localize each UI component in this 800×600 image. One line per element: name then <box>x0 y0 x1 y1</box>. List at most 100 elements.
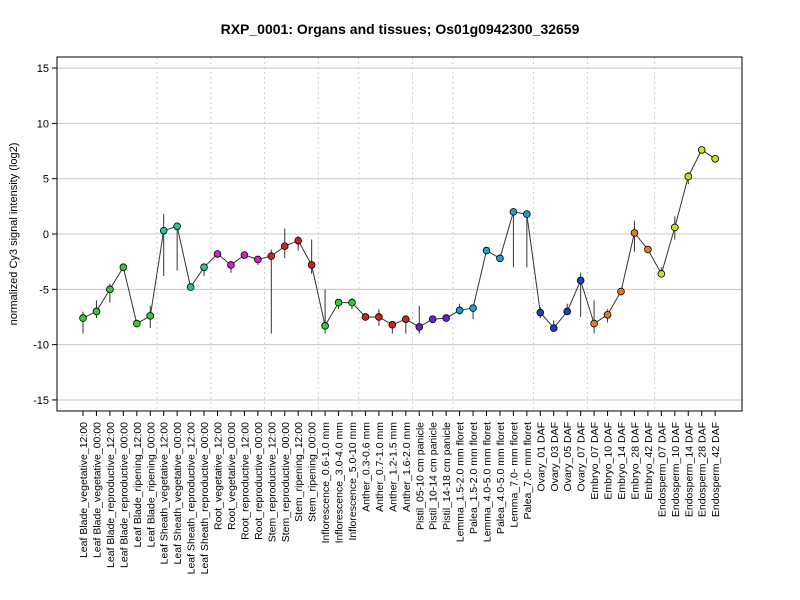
x-tick-label: Endosperm_07 DAF <box>656 422 668 517</box>
error-bars <box>82 172 689 334</box>
data-point <box>388 320 397 329</box>
x-tick-label: Palea_7.0- mm floret <box>522 422 534 520</box>
data-point <box>590 319 598 328</box>
data-point <box>240 251 249 259</box>
data-point <box>603 310 612 319</box>
data-point <box>496 254 504 263</box>
x-tick-label: Embryo_14 DAF <box>616 422 628 500</box>
x-tick-label: Pistil_10-14 cm panicle <box>428 422 440 530</box>
x-tick-label: Anther_1.2-1.5 mm <box>387 422 399 512</box>
y-tick-label: -15 <box>33 395 49 407</box>
series-line <box>82 149 716 329</box>
data-point <box>644 245 652 254</box>
data-point <box>563 307 571 316</box>
data-point <box>307 261 316 269</box>
data-point <box>630 229 639 237</box>
data-point <box>79 314 87 322</box>
x-tick-label: Lemma_4.0-5.0 mm floret <box>482 422 494 542</box>
data-point <box>294 236 303 245</box>
x-tick-label: Palea_4.0-5.0 mm floret <box>495 422 507 534</box>
x-tick-label: Embryo_42 DAF <box>643 422 655 500</box>
x-tick-label: Embryo_10 DAF <box>603 422 615 500</box>
x-tick-label: Pistil_05-10 cm panicle <box>414 422 426 530</box>
group-separators <box>156 57 656 411</box>
data-point <box>523 210 531 218</box>
y-tick-label: -10 <box>33 340 49 352</box>
data-point <box>670 223 679 232</box>
data-point <box>576 276 585 285</box>
data-point <box>401 315 410 323</box>
x-tick-label: Palea_1.5-2.0 mm floret <box>468 422 480 534</box>
data-point <box>280 242 289 250</box>
x-tick-label: Pistil_14-18 cm panicle <box>441 422 453 530</box>
data-point <box>711 154 719 163</box>
data-point <box>119 263 128 271</box>
x-tick-label: Stem_ripening_12:00 <box>293 422 305 522</box>
x-tick-label: Endosperm_42 DAF <box>710 422 722 517</box>
x-tick-label: Stem_reproductive_00:00 <box>280 422 292 542</box>
data-point <box>482 246 491 255</box>
data-point <box>428 315 437 323</box>
x-tick-label: Leaf Blade_reproductive_00:00 <box>118 422 130 568</box>
y-tick-label: 15 <box>37 63 49 75</box>
data-point <box>442 314 450 322</box>
grid-lines <box>57 67 742 401</box>
data-point <box>227 261 235 269</box>
x-tick-label: Leaf Sheath_reproductive_00:00 <box>199 422 211 575</box>
data-point <box>159 226 168 235</box>
x-tick-label: Leaf Sheath_vegetative_00:00 <box>172 422 184 565</box>
x-tick-label: Embryo_28 DAF <box>629 422 641 500</box>
y-tick-label: 5 <box>43 174 49 186</box>
x-tick-label: Root_reproductive_00:00 <box>253 422 265 540</box>
data-point <box>361 313 370 321</box>
data-point <box>549 324 558 332</box>
x-tick-label: Leaf Blade_vegetative_00:00 <box>91 422 103 558</box>
x-tick-label: Leaf Sheath_vegetative_12:00 <box>159 422 171 565</box>
x-tick-label: Root_vegetative_00:00 <box>226 422 238 530</box>
series-line-path <box>82 149 716 329</box>
chart-title: RXP_0001: Organs and tissues; Os01g09423… <box>221 21 580 37</box>
data-point <box>267 252 276 260</box>
x-tick-label: Anther_0.7-1.0 mm <box>374 422 386 512</box>
x-tick-label: Leaf Blade_ripening_12:00 <box>132 422 144 548</box>
x-tick-label: Endosperm_28 DAF <box>697 422 709 517</box>
data-point <box>536 308 545 317</box>
x-tick-label: Anther_0.3-0.6 mm <box>360 422 372 512</box>
y-tick-label: 10 <box>37 118 49 130</box>
data-point <box>106 285 114 294</box>
x-tick-label: Leaf Sheath_reproductive_12:00 <box>186 422 198 575</box>
x-tick-label: Endosperm_14 DAF <box>683 422 695 517</box>
x-tick-label: Ovary_07 DAF <box>576 422 588 491</box>
x-tick-label: Inflorescence_0.6-1.0 mm <box>320 422 332 544</box>
data-point <box>213 250 222 258</box>
data-point <box>469 304 477 312</box>
data-point <box>657 270 666 278</box>
x-tick-label: Ovary_05 DAF <box>562 422 574 491</box>
data-point <box>133 319 141 328</box>
y-tick-label: -5 <box>39 284 49 296</box>
data-point <box>321 322 329 330</box>
x-tick-label: Endosperm_10 DAF <box>670 422 682 517</box>
data-point <box>375 313 383 321</box>
x-tick-label: Leaf Blade_vegetative_12:00 <box>78 422 90 558</box>
x-axis: Leaf Blade_vegetative_12:00 Leaf Blade_ve… <box>78 411 722 574</box>
data-point <box>92 307 101 316</box>
data-point <box>415 323 424 331</box>
x-tick-label: Embryo_07 DAF <box>589 422 601 500</box>
x-tick-label: Lemma_7.0- mm floret <box>508 422 520 528</box>
data-point <box>186 283 195 291</box>
x-tick-label: Root_vegetative_12:00 <box>213 422 225 530</box>
y-axis-label: normalized Cy3 signal intensity (log2) <box>8 143 20 326</box>
data-point <box>348 298 356 307</box>
data-point <box>617 287 625 296</box>
y-axis: -15 -10 -5 0 5 10 15 <box>33 63 57 407</box>
data-point <box>334 298 343 307</box>
x-tick-label: Leaf Blade_ripening_00:00 <box>145 422 157 548</box>
x-tick-label: Leaf Blade_reproductive_12:00 <box>105 422 117 568</box>
x-tick-label: Ovary_03 DAF <box>549 422 561 491</box>
data-point <box>254 255 262 264</box>
data-point <box>173 222 181 231</box>
x-tick-label: Inflorescence_3.0-4.0 mm <box>334 422 346 544</box>
data-point <box>684 172 693 181</box>
